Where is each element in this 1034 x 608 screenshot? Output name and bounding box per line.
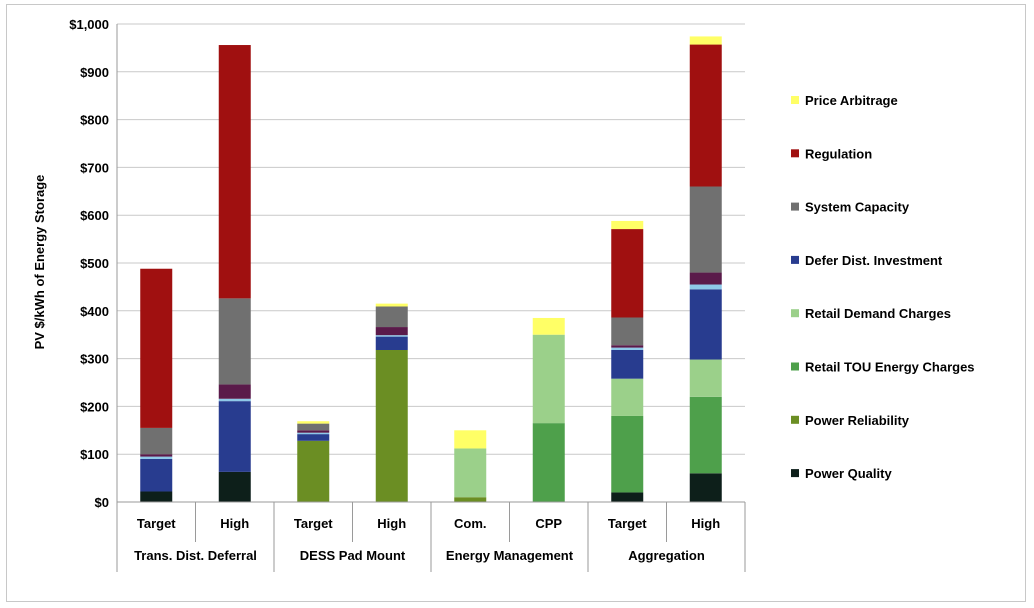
bar-segment bbox=[611, 347, 644, 350]
bar-segment bbox=[689, 359, 722, 397]
y-axis: $0 $100 $200 $300 $400 $500 $600 $700 $800 $900 $1… bbox=[69, 17, 118, 510]
y-tick-label: $1,000 bbox=[69, 17, 109, 32]
bar-segment bbox=[611, 415, 644, 493]
bar-segment bbox=[532, 423, 565, 502]
x-tick-label: Target bbox=[608, 516, 647, 531]
legend-swatch bbox=[791, 202, 799, 211]
bar-segment bbox=[297, 423, 330, 431]
legend: Price Arbitrage Regulation System Capacity… bbox=[791, 93, 975, 481]
bar-segment bbox=[297, 430, 330, 433]
bar-segment bbox=[375, 349, 408, 502]
y-tick-label: $0 bbox=[95, 495, 109, 510]
y-tick-label: $900 bbox=[80, 65, 109, 80]
legend-label: Defer Dist. Investment bbox=[805, 253, 943, 268]
x-tick-label: High bbox=[377, 516, 406, 531]
gridlines bbox=[117, 23, 745, 503]
x-tick-label: CPP bbox=[535, 516, 562, 531]
legend-swatch bbox=[791, 309, 799, 318]
bar-segment bbox=[140, 427, 173, 455]
bar-segment bbox=[218, 384, 251, 399]
legend-label: Power Quality bbox=[805, 466, 892, 481]
bar-segment bbox=[689, 44, 722, 187]
x-tick-label: Target bbox=[137, 516, 176, 531]
legend-swatch bbox=[791, 362, 799, 371]
bar-segment bbox=[611, 349, 644, 379]
bar-segment bbox=[218, 45, 251, 299]
bar-segment bbox=[689, 284, 722, 290]
bar-segment bbox=[218, 471, 251, 502]
x-axis: Target High Target High Com. CPP Target High Tra… bbox=[116, 501, 746, 572]
bar-segment bbox=[611, 229, 644, 318]
legend-swatch bbox=[791, 149, 799, 158]
legend-label: Regulation bbox=[805, 146, 872, 161]
bar-segment bbox=[375, 335, 408, 337]
bar-segment bbox=[611, 492, 644, 502]
bar-segment bbox=[375, 336, 408, 350]
bar-segment bbox=[689, 272, 722, 285]
bar-segment bbox=[218, 401, 251, 472]
y-tick-label: $700 bbox=[80, 160, 109, 175]
legend-label: Retail Demand Charges bbox=[805, 306, 951, 321]
bar-segment bbox=[689, 289, 722, 360]
bar-segment bbox=[218, 398, 251, 402]
bar-segment bbox=[140, 454, 173, 457]
y-axis-title: PV $/kWh of Energy Storage bbox=[32, 175, 47, 350]
bar-segment bbox=[297, 440, 330, 502]
x-group-label: DESS Pad Mount bbox=[300, 548, 406, 563]
x-group-label: Trans. Dist. Deferral bbox=[134, 548, 257, 563]
bar-segment bbox=[689, 186, 722, 273]
bar-segment bbox=[611, 220, 644, 230]
legend-label: System Capacity bbox=[805, 200, 910, 215]
bar-segment bbox=[689, 36, 722, 45]
bar-segment bbox=[454, 430, 487, 449]
bar-segment bbox=[532, 334, 565, 424]
bars bbox=[140, 36, 722, 502]
bar-segment bbox=[375, 327, 408, 336]
bar-segment bbox=[611, 317, 644, 346]
y-tick-label: $800 bbox=[80, 113, 109, 128]
bar-segment bbox=[689, 473, 722, 502]
y-tick-label: $300 bbox=[80, 352, 109, 367]
x-tick-label: Target bbox=[294, 516, 333, 531]
bar-segment bbox=[611, 345, 644, 348]
bar-segment bbox=[297, 432, 330, 435]
bar-segment bbox=[375, 303, 408, 307]
bar-segment bbox=[689, 396, 722, 474]
y-tick-label: $200 bbox=[80, 399, 109, 414]
bar-segment bbox=[454, 497, 487, 502]
legend-swatch bbox=[791, 96, 799, 104]
x-tick-label: High bbox=[220, 516, 249, 531]
bar-segment bbox=[140, 458, 173, 492]
x-tick-label: High bbox=[691, 516, 720, 531]
y-tick-label: $600 bbox=[80, 208, 109, 223]
legend-swatch bbox=[791, 469, 799, 478]
y-tick-label: $100 bbox=[80, 447, 109, 462]
bar-segment bbox=[297, 434, 330, 441]
legend-label: Power Reliability bbox=[805, 413, 910, 428]
bar-segment bbox=[611, 378, 644, 416]
bar-segment bbox=[454, 448, 487, 498]
y-tick-label: $400 bbox=[80, 304, 109, 319]
x-group-label: Energy Management bbox=[446, 548, 574, 563]
bar-segment bbox=[532, 317, 565, 335]
x-group-label: Aggregation bbox=[628, 548, 705, 563]
x-tick-label: Com. bbox=[454, 516, 487, 531]
legend-label: Retail TOU Energy Charges bbox=[805, 360, 975, 375]
legend-swatch bbox=[791, 255, 799, 264]
legend-swatch bbox=[791, 415, 799, 424]
legend-label: Price Arbitrage bbox=[805, 93, 898, 108]
bar-segment bbox=[297, 421, 330, 424]
bar-segment bbox=[140, 491, 173, 502]
bar-segment bbox=[218, 298, 251, 385]
bar-segment bbox=[140, 456, 173, 459]
bar-segment bbox=[140, 268, 173, 428]
chart-frame bbox=[6, 4, 1026, 602]
y-tick-label: $500 bbox=[80, 256, 109, 271]
bar-segment bbox=[375, 306, 408, 328]
